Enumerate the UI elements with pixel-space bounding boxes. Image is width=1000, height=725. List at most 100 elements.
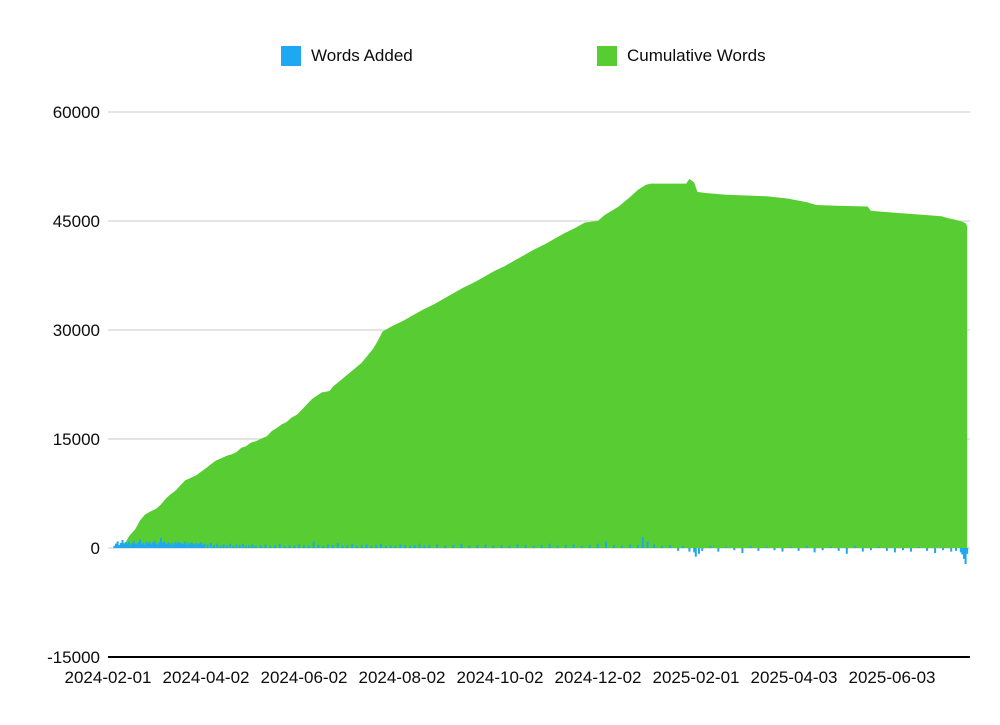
words-added-bar [241,543,244,548]
words-added-bar [160,537,162,548]
words-added-bar [143,545,146,548]
words-added-bar [216,543,219,548]
words-added-bar [188,544,191,548]
words-added-bar [370,545,373,548]
words-added-bar [694,548,697,557]
words-added-bar [365,544,368,548]
words-added-bar [688,548,691,552]
words-added-bar [248,545,251,548]
words-added-bar [264,544,267,548]
words-added-bar [245,545,248,548]
words-added-bar [134,543,137,548]
words-added-bar [902,548,904,551]
x-axis-tick-label: 2025-02-01 [652,668,740,687]
words-added-bar [317,545,320,548]
words-added-bar [572,544,575,548]
words-added-bar [119,542,122,548]
words-added-bar [360,545,363,548]
words-added-bar [620,545,623,548]
words-added-bar [845,548,848,554]
cumulative-words-swatch-icon [597,46,617,66]
cumulative-words-area [114,178,968,548]
words-added-bar [312,541,315,548]
words-added-bar [176,543,179,548]
words-added-bar [877,546,880,548]
words-added-bar [733,548,736,551]
words-added-bar [132,540,135,548]
words-added-bar [404,545,407,548]
words-added-bar [661,545,664,548]
words-added-bar [118,545,121,548]
words-added-bar [166,543,169,548]
words-added-bar [152,542,154,548]
words-added-bar [171,542,174,548]
words-added-bar [196,544,199,548]
words-added-bar [484,544,487,548]
words-added-bar [741,548,744,554]
x-axis-tick-label: 2024-04-02 [162,668,250,687]
words-added-bar [961,548,964,555]
words-added-bar [524,545,527,548]
words-added-bar [222,544,225,548]
x-axis-tick-label: 2024-08-02 [358,668,446,687]
words-added-bar [123,544,126,548]
words-added-bar [556,545,559,548]
words-added-bar [274,545,276,548]
y-axis-tick-label: -15000 [47,648,100,667]
words-added-bar [468,545,471,548]
words-added-bar [127,541,130,548]
y-axis-tick-label: 45000 [52,212,100,231]
words-added-bar [677,548,680,551]
words-added-bar [604,541,607,548]
words-added-bar [384,545,387,548]
words-added-bar [209,542,212,548]
words-added-bar [805,545,808,548]
words-added-bar [225,545,228,548]
words-added-bar [155,543,158,548]
words-added-bar [341,545,344,548]
words-added-bar [853,545,856,548]
words-added-bar [797,548,800,551]
words-added-bar [113,545,116,548]
words-added-bar [693,548,696,553]
words-added-bar [203,543,206,548]
words-added-bar [238,545,241,548]
words-added-bar [254,545,257,548]
words-added-bar [629,544,631,548]
words-added-bar [893,548,896,553]
words-added-bar [259,545,262,548]
words-added-bar [169,545,172,548]
words-added-bar [269,545,272,548]
words-added-bar [185,545,188,548]
words-added-bar [408,545,411,548]
words-added-bar [182,543,185,548]
words-added-bar [147,543,150,548]
words-added-bar [934,548,937,554]
words-added-bar [346,545,349,548]
words-added-bar [201,545,204,548]
words-added-bar [121,540,124,548]
words-added-bar [389,545,392,548]
words-added-bar [959,548,962,553]
words-added-bar [548,543,551,548]
words-added-bar [757,548,760,551]
words-added-bar [428,545,431,548]
words-added-bar [641,537,644,548]
words-added-bar [322,545,325,548]
words-added-bar [135,544,138,548]
words-added-bar [861,548,864,552]
words-added-bar [139,539,142,548]
words-added-bar [156,545,159,548]
words-added-bar [190,542,193,548]
words-added-bar [418,543,421,548]
words-added-bar [193,545,196,548]
words-added-bar [302,545,305,548]
words-added-bar [187,542,190,548]
words-added-bar [423,545,426,548]
words-added-bar [336,542,339,548]
words-added-bar [232,545,235,548]
words-added-bar [500,545,503,548]
words-added-bar [307,545,310,548]
y-axis-tick-label: 0 [90,539,100,558]
words-added-bar [540,545,543,548]
